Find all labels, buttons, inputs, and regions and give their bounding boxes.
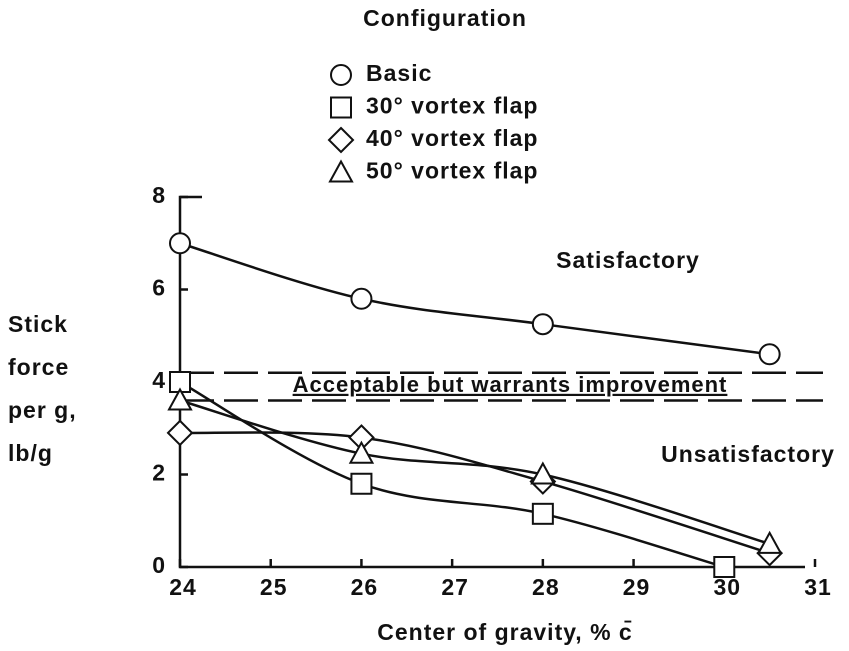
y-tick-label: 6 [152,275,166,301]
x-tick-label: 26 [351,574,379,600]
legend-title: Configuration [363,5,527,31]
point [530,461,556,485]
y-axis-label: Stick [8,311,68,337]
point [531,313,554,336]
series-line [179,242,770,356]
point [758,343,781,366]
point [348,440,375,464]
x-tick-label: 25 [260,574,288,600]
y-tick-label: 8 [152,182,166,208]
y-axis-label: force [8,354,69,380]
annotation: Acceptable but warrants improvement [293,372,728,397]
x-axis-label: Center of gravity, % c̄ [377,619,632,645]
x-tick-label: 31 [804,574,832,600]
point [167,387,193,411]
series-line [179,399,771,546]
point [169,232,191,255]
series-line [179,380,725,569]
y-tick-label: 0 [152,552,166,578]
annotation: Unsatisfactory [661,441,835,467]
legend-marker [328,159,354,183]
x-tick-label: 27 [441,574,469,600]
legend-label: 30° vortex flap [366,93,539,119]
annotation: Satisfactory [556,247,700,273]
point [531,502,554,525]
legend-label: 50° vortex flap [366,158,539,184]
y-axis-label: per g, [8,397,77,423]
point [350,472,373,495]
series-line [179,431,771,555]
legend-marker [330,96,352,119]
x-tick-label: 24 [169,574,197,600]
legend-label: Basic [366,60,432,86]
legend-marker [327,126,355,154]
y-tick-label: 2 [152,460,166,486]
point [166,419,194,447]
y-tick-label: 4 [152,367,166,393]
y-axis-label: lb/g [8,440,53,466]
point [756,530,783,554]
x-tick-label: 30 [713,574,741,600]
point [713,556,736,578]
legend-label: 40° vortex flap [366,125,539,151]
x-tick-label: 28 [532,574,560,600]
x-tick-label: 29 [623,574,651,600]
point [350,287,373,310]
legend-marker [330,64,352,86]
